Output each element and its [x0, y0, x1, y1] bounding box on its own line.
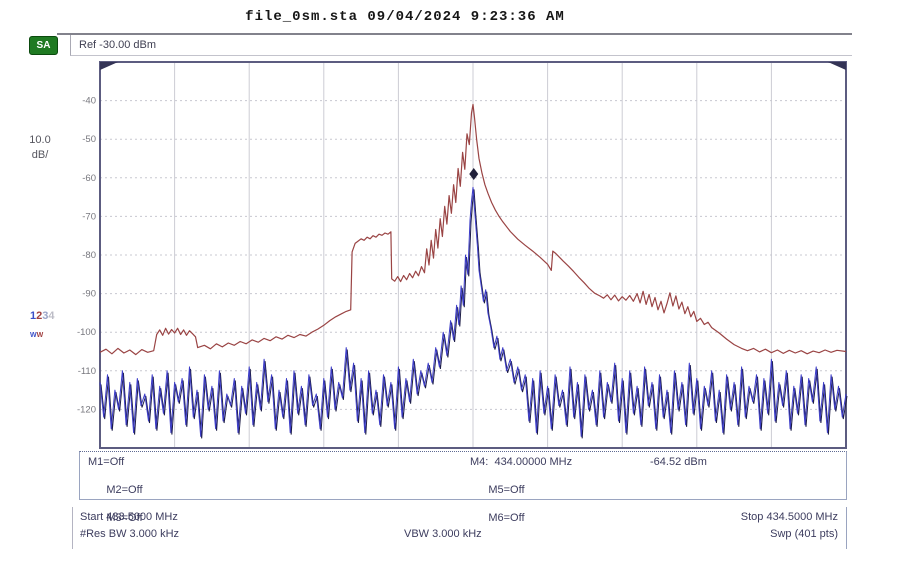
- sweep-points[interactable]: Swp (401 pts): [770, 528, 838, 540]
- marker-m6[interactable]: M6=Off: [488, 512, 525, 524]
- scale-value: 10.0: [29, 134, 51, 146]
- marker-m4[interactable]: M4: 434.00000 MHz: [470, 456, 573, 468]
- y-axis-tick-label: -90: [82, 289, 96, 300]
- trace2-line: [99, 103, 847, 356]
- status-bar: Start 433.5000 MHz #Res BW 3.000 kHz VBW…: [72, 507, 847, 549]
- video-bandwidth[interactable]: VBW 3.000 kHz: [404, 528, 482, 540]
- trace-indicators[interactable]: 1234 WW: [30, 306, 74, 342]
- ref-corner-left-triangle: [100, 62, 118, 70]
- marker-m5[interactable]: M5=Off: [488, 484, 525, 496]
- trace-indicator-4[interactable]: 4: [48, 310, 55, 322]
- marker-m4-diamond[interactable]: [469, 167, 479, 180]
- res-bandwidth[interactable]: #Res BW 3.000 kHz: [80, 528, 180, 540]
- scale-unit: dB/: [31, 149, 49, 161]
- header-divider: [57, 33, 852, 35]
- y-axis-tick-label: -80: [82, 250, 96, 261]
- y-axis-tick-label: -50: [82, 134, 96, 145]
- y-axis-tick-label: -100: [77, 327, 96, 338]
- y-axis-tick-label: -110: [78, 366, 96, 377]
- trace-number-row: 1234: [30, 306, 74, 324]
- ref-corner-right-triangle: [828, 62, 846, 70]
- sa-mode-badge[interactable]: SA: [29, 36, 58, 55]
- trace-indicator-1[interactable]: 1: [30, 310, 37, 322]
- trace-indicator-3[interactable]: 3: [42, 310, 49, 322]
- scale-per-div-label[interactable]: 10.0 dB/: [20, 133, 60, 163]
- marker-m2[interactable]: M2=Off: [106, 484, 143, 496]
- stop-frequency[interactable]: Stop 434.5000 MHz: [740, 511, 838, 523]
- ref-level-label[interactable]: Ref -30.00 dBm: [79, 39, 157, 51]
- marker-column-2[interactable]: M4: 434.00000 MHz M5=Off M6=Off: [470, 455, 572, 525]
- y-axis-tick-label: -70: [82, 211, 96, 222]
- ref-level-row: Ref -30.00 dBm: [70, 35, 852, 56]
- marker-m3[interactable]: M3=Off: [106, 512, 143, 524]
- marker-amplitude: -64.52 dBm: [650, 456, 707, 468]
- page-title: file_0sm.sta 09/04/2024 9:23:36 AM: [245, 9, 565, 25]
- trace-indicator-2[interactable]: 2: [36, 310, 43, 322]
- y-axis-tick-label: -40: [82, 96, 96, 107]
- marker-m1[interactable]: M1=Off: [88, 456, 125, 468]
- trace-mode-1: W: [30, 332, 37, 339]
- trace1-line: [99, 186, 847, 437]
- marker-column-1[interactable]: M1=Off M2=Off M3=Off: [88, 455, 143, 525]
- y-axis-tick-label: -120: [77, 404, 96, 415]
- plot-border: [99, 61, 847, 449]
- y-axis-tick-label: -60: [82, 173, 96, 184]
- marker-table: M1=Off M2=Off M3=Off M4: 434.00000 MHz M…: [79, 451, 847, 524]
- start-frequency[interactable]: Start 433.5000 MHz: [80, 511, 178, 523]
- trace-mode-row: WW: [30, 324, 74, 342]
- trace-mode-2: W: [36, 332, 44, 339]
